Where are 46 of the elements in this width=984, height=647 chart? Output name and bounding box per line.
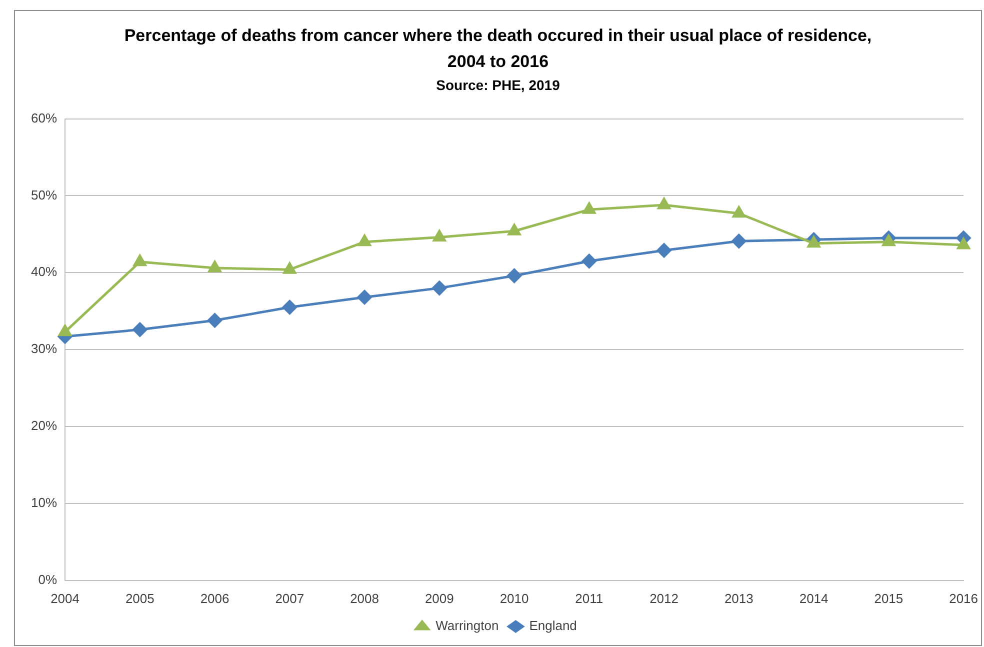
x-tick-label: 2016 xyxy=(949,590,978,606)
point xyxy=(132,322,148,337)
x-tick-label: 2005 xyxy=(125,590,154,606)
point xyxy=(283,262,296,274)
y-tick-label: 0% xyxy=(38,572,58,587)
x-tick-label: 2009 xyxy=(424,590,454,606)
y-tick-label: 20% xyxy=(30,418,58,434)
y-tick-label: 50% xyxy=(30,187,58,202)
point xyxy=(582,202,596,214)
x-tick-label: 2008 xyxy=(350,590,379,606)
point xyxy=(358,234,371,246)
point xyxy=(208,260,222,272)
x-tick-label: 2010 xyxy=(500,590,529,606)
x-tick-label: 2014 xyxy=(799,590,828,606)
chart-title: Percentage of deaths from cancer where the death occured in their usual place of residence, 2004 to 2016 xyxy=(123,25,873,73)
point xyxy=(732,206,746,218)
x-tick-label: 2013 xyxy=(724,590,754,606)
point xyxy=(432,280,447,296)
point xyxy=(208,313,222,328)
point xyxy=(58,324,72,336)
point xyxy=(807,236,820,248)
x-tick-label: 2006 xyxy=(200,590,230,606)
point xyxy=(957,238,970,250)
point xyxy=(882,234,896,246)
point xyxy=(658,198,670,210)
chart-subtitle: Source: PHE, 2019 xyxy=(435,77,561,93)
y-tick-label: 30% xyxy=(30,341,58,356)
point xyxy=(582,254,596,268)
y-tick-label: 40% xyxy=(30,264,58,280)
x-tick-label: 2015 xyxy=(874,590,904,606)
point xyxy=(656,243,672,258)
legend-label: England xyxy=(529,618,577,634)
x-tick-label: 2011 xyxy=(575,590,604,606)
x-tick-label: 2007 xyxy=(275,590,304,606)
point xyxy=(507,268,522,283)
point xyxy=(282,300,297,315)
point xyxy=(432,230,446,242)
point xyxy=(133,254,146,266)
y-tick-label: 60% xyxy=(30,110,58,126)
x-tick-label: 2004 xyxy=(50,590,80,606)
point xyxy=(508,224,521,236)
y-tick-label: 10% xyxy=(30,495,58,510)
legend-label: Warrington xyxy=(436,618,499,634)
x-tick-label: 2012 xyxy=(650,590,678,606)
point xyxy=(732,234,746,248)
point xyxy=(357,290,372,305)
